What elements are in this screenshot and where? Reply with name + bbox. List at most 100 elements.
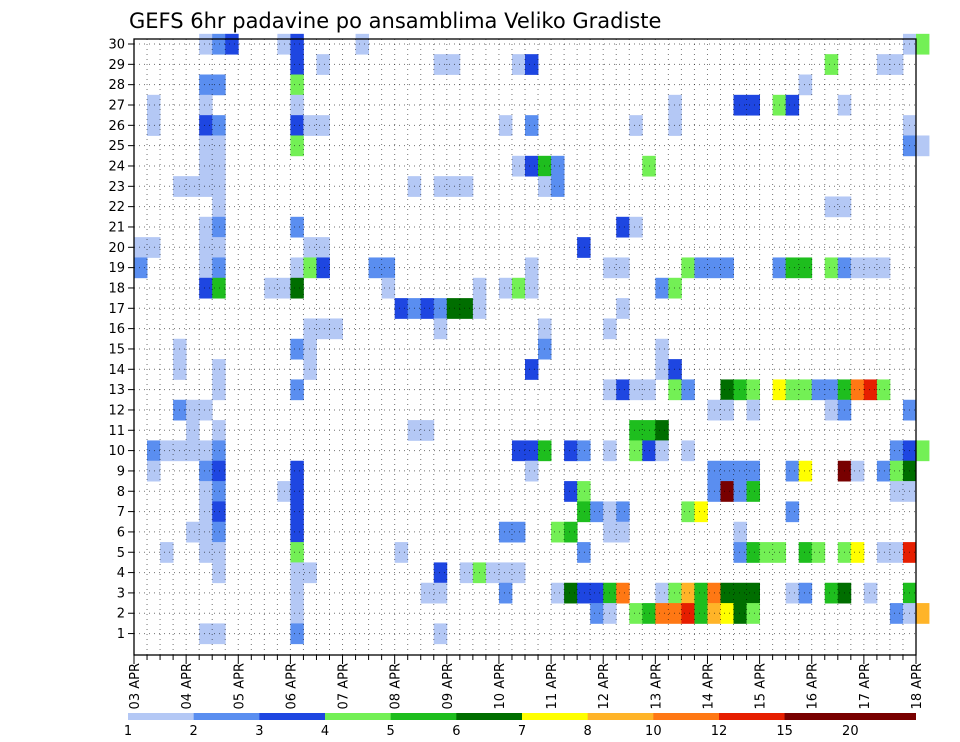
heatmap-cell [498, 521, 513, 543]
heatmap-cell [616, 582, 630, 604]
heatmap-cell [290, 379, 304, 401]
heatmap-cell [525, 54, 539, 75]
heatmap-cell [212, 74, 226, 96]
heatmap-cell [681, 440, 695, 462]
heatmap-cell [551, 521, 565, 543]
heatmap-cell [433, 176, 448, 197]
heatmap-cell [798, 379, 813, 401]
heatmap-cell [511, 277, 526, 299]
heatmap-cell [394, 542, 409, 563]
heatmap-cell [511, 54, 526, 75]
heatmap-cell [212, 542, 226, 563]
heatmap-cell [290, 257, 304, 279]
heatmap-cell [811, 379, 826, 401]
heatmap-cell [199, 623, 213, 645]
heatmap-cell [290, 115, 304, 136]
colorbar-segment [193, 713, 260, 720]
heatmap-cell [290, 277, 304, 299]
heatmap-cell [746, 460, 760, 482]
heatmap-cell [876, 54, 891, 75]
heatmap-cell [186, 420, 200, 441]
x-tick-label: 11 APR [545, 663, 560, 709]
heatmap-cell [212, 420, 226, 441]
heatmap-cell [212, 481, 226, 502]
heatmap-cell [134, 237, 148, 258]
heatmap-cell [798, 74, 813, 96]
heatmap-cell [199, 176, 213, 197]
y-tick-label: 19 [108, 261, 125, 276]
heatmap-cell [485, 562, 500, 584]
heatmap-cell [303, 359, 317, 380]
heatmap-cell [199, 277, 213, 299]
heatmap-cell [616, 216, 630, 238]
heatmap-cell [577, 582, 591, 604]
heatmap-cell [420, 298, 435, 319]
heatmap-cell [577, 237, 591, 258]
heatmap-cell [655, 277, 669, 299]
heatmap-cell [916, 603, 930, 624]
heatmap-cell [694, 582, 708, 604]
heatmap-cell [889, 54, 904, 75]
heatmap-cell [212, 216, 226, 238]
heatmap-cell [264, 277, 278, 299]
heatmap-cell [733, 521, 747, 543]
x-tick-label: 09 APR [441, 663, 456, 709]
heatmap-cell [889, 481, 904, 502]
heatmap-cell [824, 257, 839, 279]
heatmap-cell [355, 33, 369, 55]
heatmap-cell [498, 115, 513, 136]
heatmap-cell [446, 176, 461, 197]
heatmap-cell [733, 582, 747, 604]
heatmap-cell [720, 399, 734, 421]
heatmap-cell [212, 440, 226, 462]
heatmap-cell [916, 135, 930, 157]
heatmap-cell [916, 440, 930, 462]
y-tick-label: 2 [117, 607, 125, 622]
heatmap-cell [212, 501, 226, 523]
heatmap-cell [694, 501, 708, 523]
heatmap-cell [511, 440, 526, 462]
x-tick-label: 06 APR [284, 663, 299, 709]
heatmap-cell [199, 33, 213, 55]
heatmap-cell [498, 582, 513, 604]
heatmap-cell [824, 399, 839, 421]
heatmap-cell [160, 542, 174, 563]
heatmap-cell [798, 582, 813, 604]
heatmap-cell [668, 115, 682, 136]
heatmap-cell [681, 582, 695, 604]
heatmap-cell [199, 542, 213, 563]
colorbar-segment [719, 713, 785, 720]
heatmap-cell [316, 54, 330, 75]
heatmap-cell [212, 277, 226, 299]
heatmap-cell [798, 257, 813, 279]
heatmap-cell [290, 54, 304, 75]
heatmap-cell [616, 501, 630, 523]
y-tick-label: 14 [108, 363, 125, 378]
heatmap-cell [876, 257, 891, 279]
heatmap-cell [655, 582, 669, 604]
colorbar-label: 15 [776, 724, 793, 739]
heatmap-cell [147, 94, 161, 116]
heatmap-cell [746, 542, 760, 563]
heatmap-cell [616, 257, 630, 279]
heatmap-cell [668, 603, 682, 624]
heatmap-cell [225, 33, 239, 55]
heatmap-cell [316, 237, 330, 258]
heatmap-cell [303, 257, 317, 279]
colorbar-label: 5 [387, 724, 395, 739]
heatmap-cell [290, 623, 304, 645]
heatmap-cell [199, 521, 213, 543]
heatmap-cell [212, 379, 226, 401]
heatmap-cell [746, 379, 760, 401]
heatmap-cell [863, 582, 878, 604]
x-tick-label: 14 APR [701, 663, 716, 709]
heatmap-cell [616, 379, 630, 401]
heatmap-cell [147, 115, 161, 136]
heatmap-cell [433, 582, 448, 604]
y-tick-label: 11 [108, 424, 125, 439]
colorbar-label: 1 [124, 724, 132, 739]
heatmap-cell [785, 257, 800, 279]
heatmap-cell [433, 562, 448, 584]
heatmap-cell [290, 603, 304, 624]
colorbar-label: 2 [190, 724, 198, 739]
